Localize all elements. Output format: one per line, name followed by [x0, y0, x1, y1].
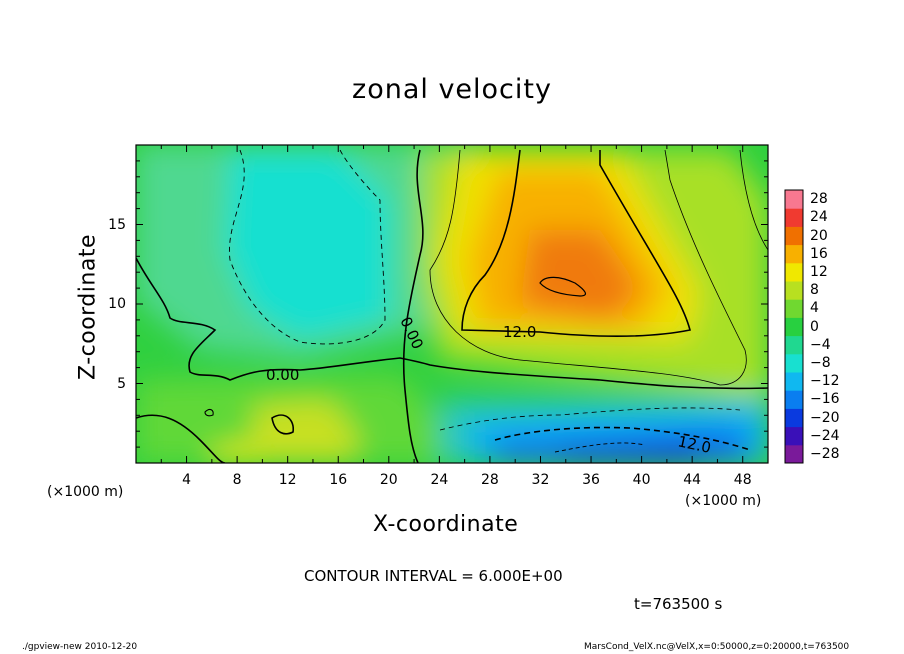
colorbar-swatch: [785, 208, 803, 227]
contour-six-right: [739, 149, 768, 251]
colorbar-swatch: [785, 190, 803, 209]
colorbar-tick-label: 8: [810, 282, 819, 299]
colorbar-tick-label: −16: [810, 391, 840, 408]
colorbar-swatch: [785, 281, 803, 300]
heatmap-region-cyan: [225, 150, 390, 340]
heatmap-region-deepblue: [560, 440, 700, 463]
contour-twelve-small: [271, 414, 295, 435]
colorbar-swatch: [785, 262, 803, 282]
x-tick-label: 8: [232, 472, 242, 488]
x-tick-label: 48: [733, 472, 752, 488]
x-axis-label: X-coordinate: [373, 512, 519, 537]
colorbar-tick-label: −8: [810, 354, 831, 371]
colorbar-swatch: [785, 244, 803, 264]
x-axis-ticks: [135, 145, 769, 463]
x-tick-label: 36: [582, 472, 600, 488]
x-tick-label: 20: [379, 472, 398, 488]
x-tick-label: 28: [480, 472, 499, 488]
colorbar-swatch: [785, 390, 803, 409]
x-tick-label: 24: [430, 472, 449, 488]
x-tick-label: 32: [531, 472, 550, 488]
colorbar-swatch: [785, 444, 803, 464]
x-unit-left: (×1000 m): [47, 484, 124, 500]
colorbar-swatch: [785, 299, 803, 318]
colorbar-tick-label: 4: [810, 300, 819, 317]
colorbar-swatch: [785, 226, 803, 246]
x-tick-label: 12: [278, 472, 297, 488]
contour-six: [429, 149, 747, 386]
contour-minus-six-lower: [439, 407, 741, 431]
colorbar-tick-label: −28: [810, 445, 840, 462]
y-tick-label: 5: [117, 375, 126, 392]
contour-interval-text: CONTOUR INTERVAL = 6.000E+00: [304, 567, 563, 585]
y-axis-label: Z-coordinate: [75, 234, 101, 380]
time-label: t=763500 s: [634, 595, 723, 613]
colorbar-swatch: [785, 317, 803, 337]
colorbar-tick-label: −4: [810, 336, 831, 353]
colorbar-tick-label: −20: [810, 409, 840, 426]
heatmap-region-darkorange: [520, 230, 640, 320]
x-tick-label: 16: [329, 472, 348, 488]
colorbar-swatch: [785, 372, 803, 391]
colorbar-swatch: [785, 353, 803, 373]
x-tick-label: 44: [683, 472, 702, 488]
contour-zero-main: [136, 257, 768, 390]
contour-minus-eighteen: [554, 442, 646, 453]
y-tick-label: 15: [108, 216, 126, 233]
contour-zero-lowerleft: [136, 414, 226, 463]
contour-twelve-main: [461, 149, 691, 338]
x-unit-right: (×1000 m): [685, 493, 762, 509]
colorbar-swatch: [785, 426, 803, 446]
footer-right: MarsCond_VelX.nc@VelX,x=0:50000,z=0:2000…: [584, 642, 850, 652]
contour-eighteen: [539, 276, 587, 297]
colorbar: [784, 189, 804, 464]
colorbar-tick-label: 24: [810, 209, 828, 226]
x-tick-label: 4: [182, 472, 192, 488]
contour-small-blob: [204, 408, 214, 417]
y-tick-label: 10: [108, 296, 126, 312]
contour-label-zero-a: 0.00: [266, 366, 299, 384]
colorbar-tick-label: −24: [810, 427, 840, 444]
colorbar-tick-label: 20: [810, 227, 828, 244]
heatmap-region-yellow-small: [210, 445, 260, 463]
heatmap-field: [136, 145, 768, 463]
chart-title: zonal velocity: [352, 74, 552, 105]
colorbar-swatch: [785, 408, 803, 428]
contour-label-twelve-a: 12.0: [503, 323, 536, 341]
colorbar-tick-label: 12: [810, 263, 828, 280]
y-axis-ticks: [136, 160, 768, 448]
contour-minus-six: [228, 149, 386, 345]
colorbar-frame: [784, 189, 804, 464]
colorbar-tick-label: 16: [810, 245, 828, 262]
colorbar-tick-label: −12: [810, 373, 840, 390]
colorbar-swatch: [785, 335, 803, 355]
footer-left: ./gpview-new 2010-12-20: [22, 642, 138, 652]
x-tick-label: 40: [632, 472, 651, 488]
colorbar-tick-label: 0: [810, 318, 819, 335]
contour-zero-vertical: [402, 149, 424, 463]
colorbar-tick-label: 28: [810, 191, 828, 208]
